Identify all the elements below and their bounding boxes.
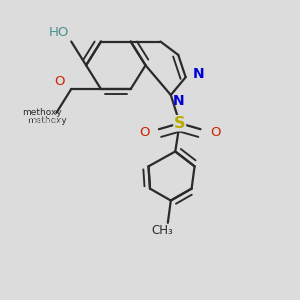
Text: S: S bbox=[174, 116, 185, 131]
Text: O: O bbox=[210, 126, 220, 139]
Text: O: O bbox=[139, 126, 149, 139]
Text: methoxy: methoxy bbox=[28, 116, 67, 125]
Text: O: O bbox=[54, 75, 64, 88]
Text: HO: HO bbox=[49, 26, 70, 39]
Text: CH₃: CH₃ bbox=[151, 224, 173, 237]
Text: methoxy: methoxy bbox=[26, 116, 63, 125]
Text: N: N bbox=[193, 67, 205, 81]
Text: N: N bbox=[172, 94, 184, 108]
Text: methoxy: methoxy bbox=[22, 108, 62, 117]
